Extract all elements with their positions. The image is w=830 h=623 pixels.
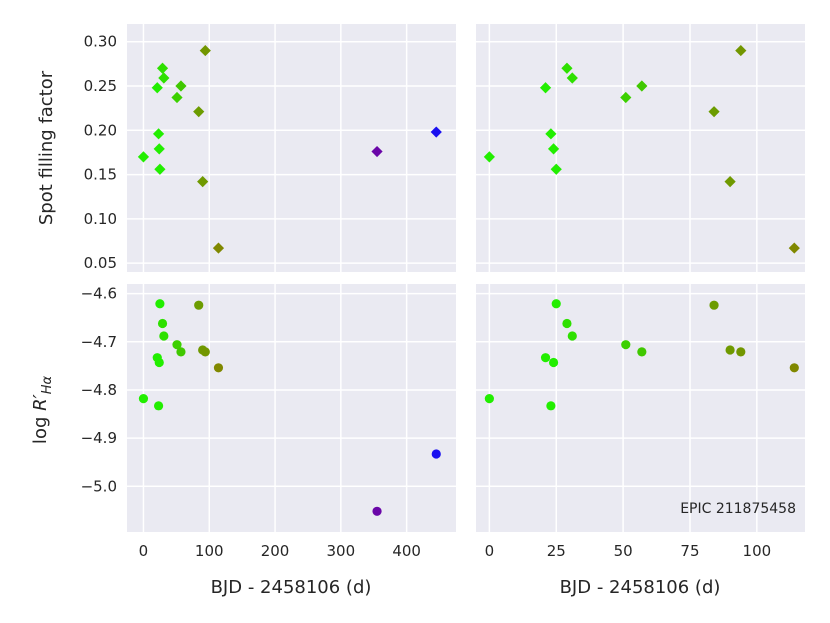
xlabel-right: BJD - 2458106 (d) xyxy=(560,577,721,598)
data-point-circle xyxy=(709,300,719,310)
data-point-circle xyxy=(159,331,169,341)
y-tick-label: −4.8 xyxy=(81,381,117,399)
data-point-diamond xyxy=(153,143,165,155)
panel-top-right xyxy=(476,24,805,272)
ylabel-rha-var: R′ xyxy=(30,394,51,411)
panel-bottom-left: 0 100 200 300 400 −4.6 −4.7 −4.8 −4.9 −5.0 xyxy=(81,284,456,560)
panel-bottom-right: 0 25 50 75 100 xyxy=(476,284,805,560)
data-point-diamond xyxy=(708,106,720,118)
target-annotation: EPIC 211875458 xyxy=(680,501,796,517)
data-point-diamond xyxy=(545,128,557,140)
x-tick-label: 0 xyxy=(139,542,149,560)
data-point-circle xyxy=(372,506,382,516)
data-point-diamond xyxy=(724,176,736,188)
data-point-diamond xyxy=(212,242,225,254)
data-point-diamond xyxy=(154,163,166,175)
data-point-circle xyxy=(431,449,441,459)
data-point-diamond xyxy=(175,80,187,92)
plot-area-background xyxy=(127,284,456,532)
data-point-diamond xyxy=(620,91,632,104)
y-tick-label: 0.20 xyxy=(84,121,117,139)
data-point-diamond xyxy=(137,151,150,163)
data-point-circle xyxy=(155,299,165,309)
data-point-diamond xyxy=(430,126,442,138)
data-point-diamond xyxy=(151,82,163,94)
xlabel-left: BJD - 2458106 (d) xyxy=(211,577,372,598)
data-point-circle xyxy=(548,357,559,368)
data-point-diamond xyxy=(788,242,800,254)
data-point-circle xyxy=(637,347,647,357)
data-point-circle xyxy=(736,347,746,357)
y-tick-label: −5.0 xyxy=(81,477,117,495)
data-point-diamond xyxy=(152,128,165,140)
x-tick-label: 100 xyxy=(743,542,772,560)
plot-area-background xyxy=(476,284,805,532)
x-tick-label: 200 xyxy=(261,542,290,560)
data-point-diamond xyxy=(735,44,747,57)
data-point-diamond xyxy=(158,72,170,84)
data-point-diamond xyxy=(566,72,578,84)
x-tick-label: 50 xyxy=(614,542,633,560)
data-point-circle xyxy=(138,394,149,404)
data-point-diamond xyxy=(483,151,495,163)
ylabel-rha: log R′Hα xyxy=(30,376,55,445)
data-point-diamond xyxy=(199,44,211,57)
data-point-diamond xyxy=(371,145,383,158)
data-point-circle xyxy=(551,299,561,309)
data-point-diamond xyxy=(561,62,573,74)
data-point-circle xyxy=(546,401,556,411)
data-point-diamond xyxy=(193,106,205,118)
data-point-circle xyxy=(484,394,494,404)
y-tick-label: −4.7 xyxy=(81,333,117,351)
data-point-diamond xyxy=(171,91,183,104)
y-tick-label: 0.10 xyxy=(84,210,117,228)
data-point-circle xyxy=(621,340,631,350)
x-tick-label: 0 xyxy=(485,542,495,560)
plot-area-background xyxy=(476,24,805,272)
plot-area-background xyxy=(127,24,456,272)
panel-top-left: 0.05 0.10 0.15 0.20 0.25 0.30 xyxy=(84,24,456,272)
x-tick-label: 100 xyxy=(195,542,224,560)
y-tick-label: 0.25 xyxy=(84,77,117,95)
ylabel-rha-prefix: log xyxy=(30,411,51,444)
data-point-circle xyxy=(154,357,164,368)
data-point-diamond xyxy=(547,143,560,155)
data-point-circle xyxy=(567,331,577,341)
data-point-circle xyxy=(194,300,204,310)
data-point-diamond xyxy=(550,163,562,175)
data-point-circle xyxy=(562,318,572,329)
x-tick-label: 75 xyxy=(680,542,699,560)
y-tick-label: 0.05 xyxy=(84,254,117,272)
data-point-circle xyxy=(725,345,735,355)
y-tick-label: 0.15 xyxy=(84,166,117,184)
data-point-diamond xyxy=(197,176,209,188)
data-point-circle xyxy=(540,353,551,363)
data-point-circle xyxy=(153,401,164,411)
x-tick-label: 300 xyxy=(327,542,356,560)
ylabel-rha-sub: Hα xyxy=(40,376,55,395)
data-point-diamond xyxy=(636,80,648,92)
data-point-circle xyxy=(213,363,224,373)
data-point-diamond xyxy=(156,62,169,74)
y-tick-label: −4.6 xyxy=(81,285,117,303)
y-tick-label: −4.9 xyxy=(81,429,117,447)
x-tick-label: 400 xyxy=(392,542,421,560)
data-point-circle xyxy=(172,340,182,350)
y-tick-label: 0.30 xyxy=(84,33,117,51)
data-point-diamond xyxy=(539,82,552,94)
data-point-circle xyxy=(789,363,799,373)
data-point-circle xyxy=(176,347,186,357)
ylabel-spot: Spot filling factor xyxy=(36,70,57,225)
data-point-circle xyxy=(200,347,210,357)
data-point-circle xyxy=(157,318,168,329)
x-tick-label: 25 xyxy=(547,542,566,560)
